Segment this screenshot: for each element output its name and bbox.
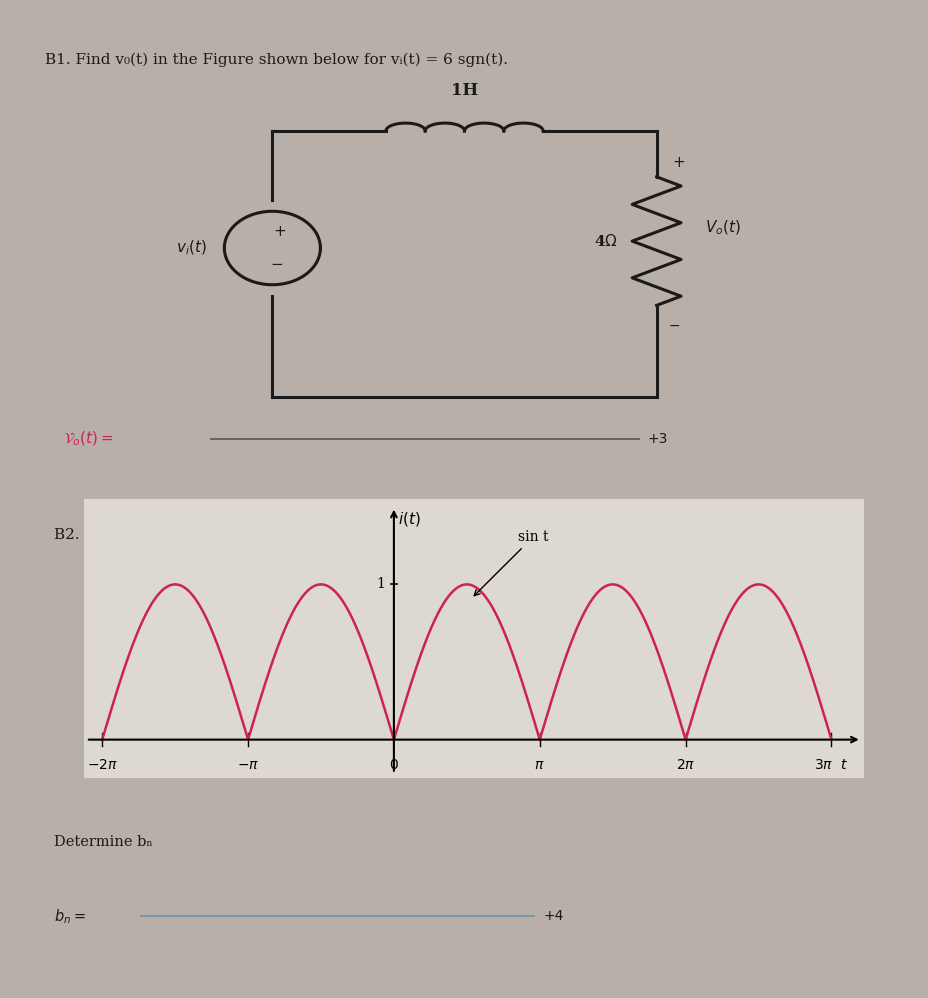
Text: 4$\Omega$: 4$\Omega$ [593,234,616,250]
Text: 1H: 1H [450,82,478,99]
Text: $\pi$: $\pi$ [534,758,545,772]
Text: $3\pi\ \ t$: $3\pi\ \ t$ [814,758,847,772]
Text: $b_n=$: $b_n=$ [54,907,85,925]
Text: $i(t)$: $i(t)$ [397,510,419,528]
Text: $0$: $0$ [389,758,398,772]
Text: +: + [671,155,684,170]
Text: sin t: sin t [473,530,548,596]
Text: B2. Consider the circuit in Fig. 2 shown above.: B2. Consider the circuit in Fig. 2 shown… [54,528,417,542]
Text: +: + [273,225,286,240]
Text: Determine bₙ: Determine bₙ [54,834,152,848]
Text: +4: +4 [543,909,563,923]
Text: −: − [270,256,283,271]
Text: $-2\pi$: $-2\pi$ [86,758,118,772]
Text: $2\pi$: $2\pi$ [676,758,694,772]
Text: +3: +3 [647,431,667,445]
Text: 1: 1 [376,578,385,592]
Text: $v_i(t)$: $v_i(t)$ [175,239,207,257]
Text: $V_o(t)$: $V_o(t)$ [704,219,740,237]
Text: $-\pi$: $-\pi$ [237,758,259,772]
Text: $\mathcal{V}_o(t) =$: $\mathcal{V}_o(t) =$ [63,429,113,448]
Text: −: − [667,319,679,333]
Text: B1. Find v₀(t) in the Figure shown below for vᵢ(t) = 6 sgn(t).: B1. Find v₀(t) in the Figure shown below… [45,53,508,67]
